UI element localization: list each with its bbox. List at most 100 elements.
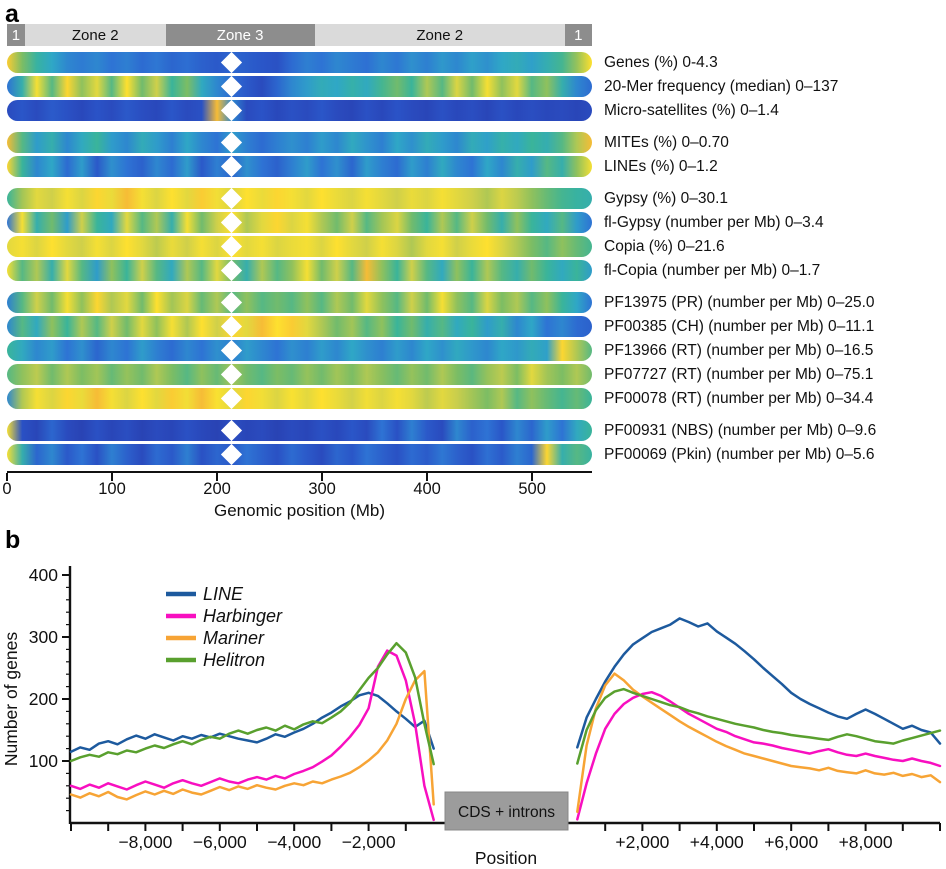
centromere-diamond — [221, 363, 243, 386]
centromere-diamond — [221, 419, 243, 442]
centromere-diamond — [221, 387, 243, 410]
y-tick-label: 400 — [29, 565, 58, 585]
track-label: Micro-satellites (%) 0–1.4 — [604, 102, 779, 119]
centromere-diamond — [221, 259, 243, 282]
zone-segment: 1 — [564, 24, 592, 46]
track-label: Gypsy (%) 0–30.1 — [604, 190, 729, 207]
axis-tick-label: 200 — [203, 480, 231, 498]
heatmap-track — [7, 131, 592, 154]
y-tick-label: 200 — [29, 689, 58, 709]
genomic-position-axis — [7, 471, 592, 474]
heatmap-track — [7, 51, 592, 74]
series-right-line — [576, 617, 942, 749]
cds-introns-box — [444, 791, 569, 831]
centromere-diamond — [221, 75, 243, 98]
x-tick-label: +2,000 — [615, 832, 669, 852]
track-label: PF00931 (NBS) (number per Mb) 0–9.6 — [604, 422, 877, 439]
y-axis-title: Number of genes — [1, 632, 21, 766]
x-tick-label: +8,000 — [839, 832, 893, 852]
centromere-diamond — [221, 155, 243, 178]
centromere-diamond — [221, 235, 243, 258]
track-label: fl-Copia (number per Mb) 0–1.7 — [604, 262, 821, 279]
zone-label: Zone 3 — [216, 26, 264, 44]
panel-b-label: b — [5, 526, 21, 554]
legend-label-line: LINE — [203, 584, 244, 604]
legend-label-helitron: Helitron — [203, 650, 265, 670]
y-tick-label: 300 — [29, 627, 58, 647]
series-left-mariner — [69, 669, 435, 806]
series-left-helitron — [69, 641, 435, 766]
centromere-diamond — [221, 339, 243, 362]
axis-tick — [111, 473, 114, 481]
heatmap-track — [7, 75, 592, 98]
x-tick-label: +6,000 — [764, 832, 818, 852]
zone-label: 1 — [574, 26, 583, 44]
x-axis-title: Position — [475, 848, 537, 868]
heatmap-track — [7, 259, 592, 282]
heatmap-track — [7, 291, 592, 314]
heatmap-track — [7, 235, 592, 258]
axis-tick-label: 300 — [308, 480, 336, 498]
axis-tick — [216, 473, 219, 481]
zone-label: 1 — [11, 26, 21, 44]
centromere-diamond — [221, 51, 243, 74]
x-tick-label: +4,000 — [690, 832, 744, 852]
heatmap-track — [7, 187, 592, 210]
heatmap-track — [7, 211, 592, 234]
x-tick-label: −4,000 — [267, 832, 321, 852]
centromere-diamond — [221, 291, 243, 314]
centromere-diamond — [221, 99, 243, 122]
series-left-line — [69, 691, 435, 753]
centromere-diamond — [221, 131, 243, 154]
cds-introns-label: CDS + introns — [458, 804, 555, 821]
axis-tick-label: 100 — [98, 480, 126, 498]
zone-segment: Zone 2 — [314, 24, 565, 46]
y-tick-label: 100 — [29, 751, 58, 771]
centromere-diamond — [221, 211, 243, 234]
heatmap-track — [7, 443, 592, 466]
zone-label: Zone 2 — [416, 26, 464, 44]
axis-tick — [426, 473, 429, 481]
zone-segment: 1 — [7, 24, 25, 46]
x-tick-label: −2,000 — [342, 832, 396, 852]
track-label: PF13975 (PR) (number per Mb) 0–25.0 — [604, 294, 875, 311]
heatmap-track — [7, 315, 592, 338]
genomic-position-axis-title: Genomic position (Mb) — [213, 501, 386, 520]
heatmap-track — [7, 339, 592, 362]
track-label: PF00069 (Pkin) (number per Mb) 0–5.6 — [604, 446, 875, 463]
track-label: PF13966 (RT) (number per Mb) 0–16.5 — [604, 342, 874, 359]
track-label: Genes (%) 0-4.3 — [604, 54, 718, 71]
centromere-diamond — [221, 443, 243, 466]
centromere-diamond — [221, 315, 243, 338]
track-label: PF00078 (RT) (number per Mb) 0–34.4 — [604, 390, 874, 407]
track-label: PF07727 (RT) (number per Mb) 0–75.1 — [604, 366, 874, 383]
panel-a-label: a — [5, 0, 19, 28]
track-label: PF00385 (CH) (number per Mb) 0–11.1 — [604, 318, 875, 335]
track-label: LINEs (%) 0–1.2 — [604, 158, 718, 175]
track-label: MITEs (%) 0–0.70 — [604, 134, 729, 151]
heatmap-track — [7, 155, 592, 178]
axis-tick-label: 0 — [2, 480, 12, 498]
x-tick-label: −8,000 — [118, 832, 172, 852]
legend-label-harbinger: Harbinger — [203, 606, 283, 626]
legend-label-mariner: Mariner — [203, 628, 265, 648]
track-label: 20-Mer frequency (median) 0–137 — [604, 78, 839, 95]
series-right-harbinger — [576, 690, 942, 821]
track-label: fl-Gypsy (number per Mb) 0–3.4 — [604, 214, 824, 231]
axis-tick-label: 500 — [518, 480, 546, 498]
series-right-helitron — [576, 687, 942, 765]
axis-tick — [531, 473, 534, 481]
zone-segment: Zone 2 — [24, 24, 166, 46]
axis-tick — [6, 473, 9, 481]
heatmap-track — [7, 363, 592, 386]
track-label: Copia (%) 0–21.6 — [604, 238, 725, 255]
zone-segment: Zone 3 — [165, 24, 315, 46]
series-left-harbinger — [69, 649, 435, 822]
heatmap-track — [7, 419, 592, 442]
x-tick-label: −6,000 — [193, 832, 247, 852]
panel-a-canvas: 1 Zone 2 Zone 3 Zone 2 1 Genes (%) 0-4.3 20-Me… — [2, 24, 877, 520]
heatmap-track — [7, 99, 592, 122]
heatmap-track — [7, 387, 592, 410]
